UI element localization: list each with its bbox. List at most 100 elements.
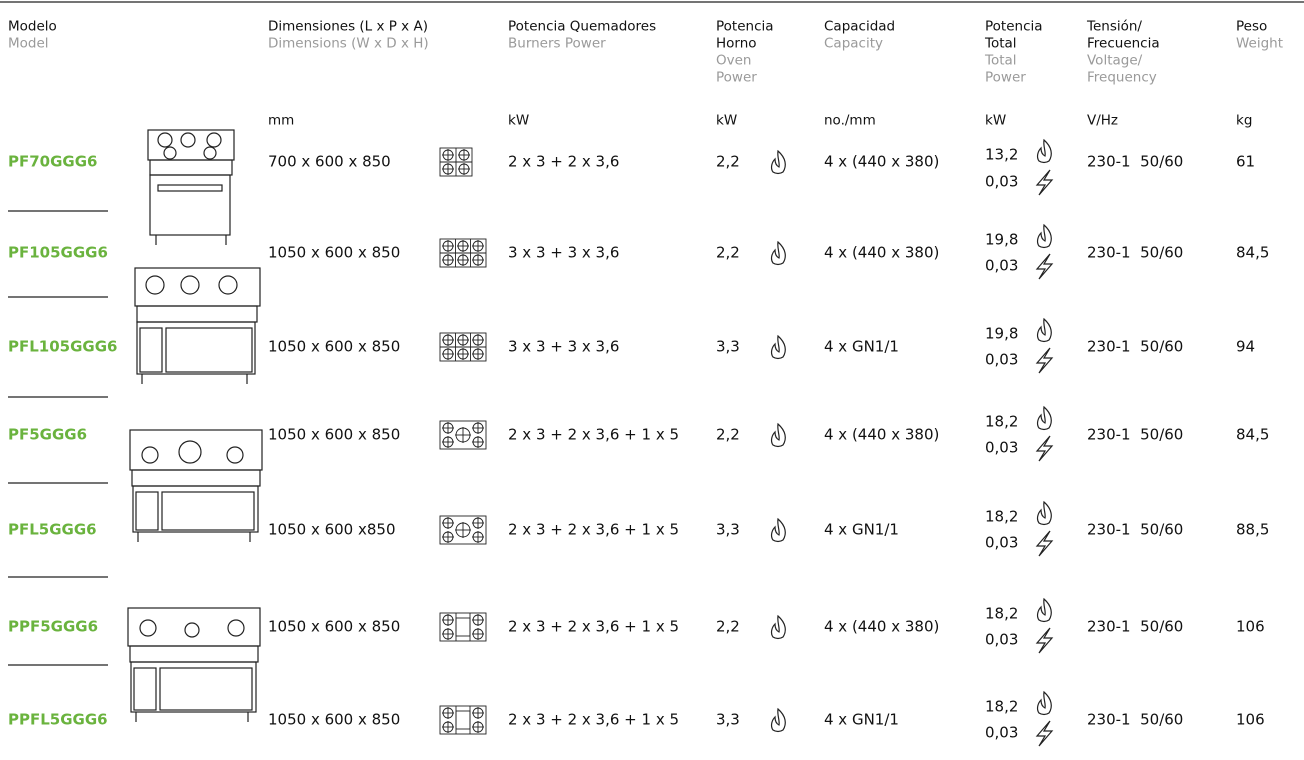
- model-name: PFL5GGG6: [8, 520, 97, 539]
- weight: 84,5: [1236, 425, 1270, 444]
- stove-image: [134, 267, 261, 384]
- flame-icon: [770, 422, 786, 448]
- flame-icon: [770, 707, 786, 733]
- burner-layout-icon: [439, 420, 487, 450]
- header-es: Tensión/: [1087, 18, 1142, 35]
- unit: kW: [508, 112, 530, 129]
- total-gas-power: 18,2: [985, 412, 1019, 431]
- total-electric-power: 0,03: [985, 350, 1019, 369]
- voltage-frequency: 230-1 50/60: [1087, 152, 1184, 171]
- header-es: Total: [985, 35, 1017, 52]
- electric-icon: [1035, 347, 1054, 374]
- stove-image: [147, 129, 235, 245]
- flame-icon: [1036, 317, 1052, 343]
- header-en: Frequency: [1087, 69, 1157, 86]
- model-name: PF5GGG6: [8, 425, 88, 444]
- total-gas-power: 13,2: [985, 145, 1019, 164]
- flame-icon: [770, 517, 786, 543]
- flame-icon: [770, 149, 786, 175]
- flame-icon: [1036, 223, 1052, 249]
- model-name: PPFL5GGG6: [8, 710, 108, 729]
- burner-layout-icon: [439, 332, 487, 362]
- total-electric-power: 0,03: [985, 172, 1019, 191]
- flame-icon: [1036, 597, 1052, 623]
- header-en: Oven: [716, 52, 752, 69]
- capacity: 4 x GN1/1: [824, 710, 899, 729]
- separators: [8, 210, 108, 666]
- weight: 84,5: [1236, 243, 1270, 262]
- burners-power: 2 x 3 + 2 x 3,6 + 1 x 5: [508, 520, 680, 539]
- total-electric-power: 0,03: [985, 723, 1019, 742]
- oven-power: 3,3: [716, 710, 740, 729]
- burners-power: 2 x 3 + 2 x 3,6 + 1 x 5: [508, 710, 680, 729]
- dimensions: 1050 x 600 x850: [268, 520, 396, 539]
- capacity: 4 x (440 x 380): [824, 425, 940, 444]
- total-gas-power: 19,8: [985, 230, 1019, 249]
- flame-icon: [1036, 690, 1052, 716]
- model-name: PF105GGG6: [8, 243, 108, 262]
- electric-icon: [1035, 720, 1054, 747]
- burner-layout-icon: [439, 238, 487, 268]
- oven-power: 3,3: [716, 520, 740, 539]
- electric-icon: [1035, 435, 1054, 462]
- unit: no./mm: [824, 112, 876, 129]
- voltage-frequency: 230-1 50/60: [1087, 243, 1184, 262]
- stove-image: [129, 429, 263, 542]
- oven-power: 3,3: [716, 337, 740, 356]
- flame-icon: [770, 334, 786, 360]
- burner-layout-icon: [439, 705, 487, 735]
- dimensions: 1050 x 600 x 850: [268, 425, 401, 444]
- header-en: Model: [8, 35, 49, 52]
- voltage-frequency: 230-1 50/60: [1087, 617, 1184, 636]
- weight: 106: [1236, 710, 1265, 729]
- burner-layout-icon: [439, 147, 473, 177]
- oven-power: 2,2: [716, 243, 740, 262]
- electric-icon: [1035, 169, 1054, 196]
- total-electric-power: 0,03: [985, 630, 1019, 649]
- unit: kW: [985, 112, 1007, 129]
- capacity: 4 x GN1/1: [824, 520, 899, 539]
- voltage-frequency: 230-1 50/60: [1087, 337, 1184, 356]
- total-gas-power: 18,2: [985, 604, 1019, 623]
- model-name: PFL105GGG6: [8, 337, 118, 356]
- header-en: Power: [985, 69, 1026, 86]
- header-es: Frecuencia: [1087, 35, 1160, 52]
- capacity: 4 x GN1/1: [824, 337, 899, 356]
- burners-power: 2 x 3 + 2 x 3,6: [508, 152, 620, 171]
- total-electric-power: 0,03: [985, 256, 1019, 275]
- header-es: Modelo: [8, 18, 57, 35]
- header-en: Voltage/: [1087, 52, 1143, 69]
- burners-power: 2 x 3 + 2 x 3,6 + 1 x 5: [508, 425, 680, 444]
- header-es: Horno: [716, 35, 757, 52]
- electric-icon: [1035, 627, 1054, 654]
- header-es: Potencia Quemadores: [508, 18, 657, 35]
- oven-power: 2,2: [716, 617, 740, 636]
- header-en: Weight: [1236, 35, 1284, 52]
- flame-icon: [1036, 405, 1052, 431]
- capacity: 4 x (440 x 380): [824, 243, 940, 262]
- flame-icon: [1036, 138, 1052, 164]
- total-gas-power: 18,2: [985, 697, 1019, 716]
- burners-power: 3 x 3 + 3 x 3,6: [508, 337, 620, 356]
- total-electric-power: 0,03: [985, 438, 1019, 457]
- flame-icon: [1036, 500, 1052, 526]
- voltage-frequency: 230-1 50/60: [1087, 425, 1184, 444]
- weight: 94: [1236, 337, 1256, 356]
- unit: kg: [1236, 112, 1253, 129]
- header-en: Total: [985, 52, 1017, 69]
- burners-power: 3 x 3 + 3 x 3,6: [508, 243, 620, 262]
- flame-icon: [770, 240, 786, 266]
- header-es: Peso: [1236, 18, 1268, 35]
- header-en: Burners Power: [508, 35, 606, 52]
- header-es: Capacidad: [824, 18, 896, 35]
- total-gas-power: 18,2: [985, 507, 1019, 526]
- burners-power: 2 x 3 + 2 x 3,6 + 1 x 5: [508, 617, 680, 636]
- unit: kW: [716, 112, 738, 129]
- weight: 61: [1236, 152, 1256, 171]
- icons: [439, 138, 1054, 747]
- oven-power: 2,2: [716, 152, 740, 171]
- header-en: Capacity: [824, 35, 883, 52]
- voltage-frequency: 230-1 50/60: [1087, 710, 1184, 729]
